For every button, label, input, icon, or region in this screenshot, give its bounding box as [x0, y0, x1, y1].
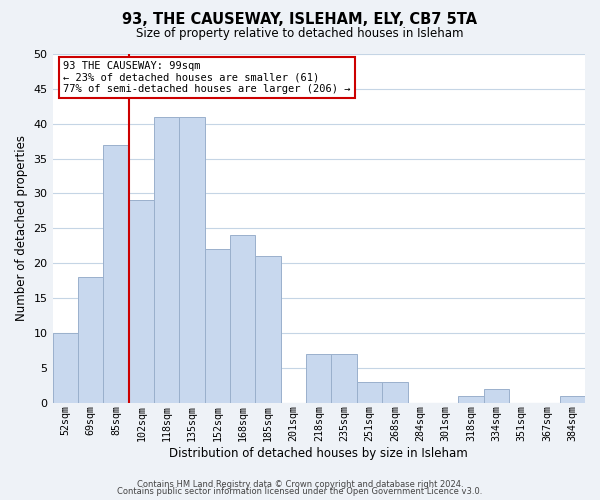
Bar: [103, 144, 128, 402]
Text: Size of property relative to detached houses in Isleham: Size of property relative to detached ho…: [136, 28, 464, 40]
X-axis label: Distribution of detached houses by size in Isleham: Distribution of detached houses by size …: [169, 447, 468, 460]
Text: Contains HM Land Registry data © Crown copyright and database right 2024.: Contains HM Land Registry data © Crown c…: [137, 480, 463, 489]
Bar: [382, 382, 407, 402]
Text: 93 THE CAUSEWAY: 99sqm
← 23% of detached houses are smaller (61)
77% of semi-det: 93 THE CAUSEWAY: 99sqm ← 23% of detached…: [63, 61, 350, 94]
Bar: [458, 396, 484, 402]
Bar: [484, 388, 509, 402]
Text: 93, THE CAUSEWAY, ISLEHAM, ELY, CB7 5TA: 93, THE CAUSEWAY, ISLEHAM, ELY, CB7 5TA: [122, 12, 478, 28]
Bar: [128, 200, 154, 402]
Bar: [256, 256, 281, 402]
Bar: [560, 396, 585, 402]
Y-axis label: Number of detached properties: Number of detached properties: [15, 136, 28, 322]
Bar: [78, 277, 103, 402]
Bar: [205, 250, 230, 402]
Bar: [154, 117, 179, 403]
Bar: [357, 382, 382, 402]
Bar: [230, 236, 256, 402]
Bar: [179, 117, 205, 403]
Bar: [306, 354, 331, 403]
Bar: [53, 333, 78, 402]
Text: Contains public sector information licensed under the Open Government Licence v3: Contains public sector information licen…: [118, 487, 482, 496]
Bar: [331, 354, 357, 403]
